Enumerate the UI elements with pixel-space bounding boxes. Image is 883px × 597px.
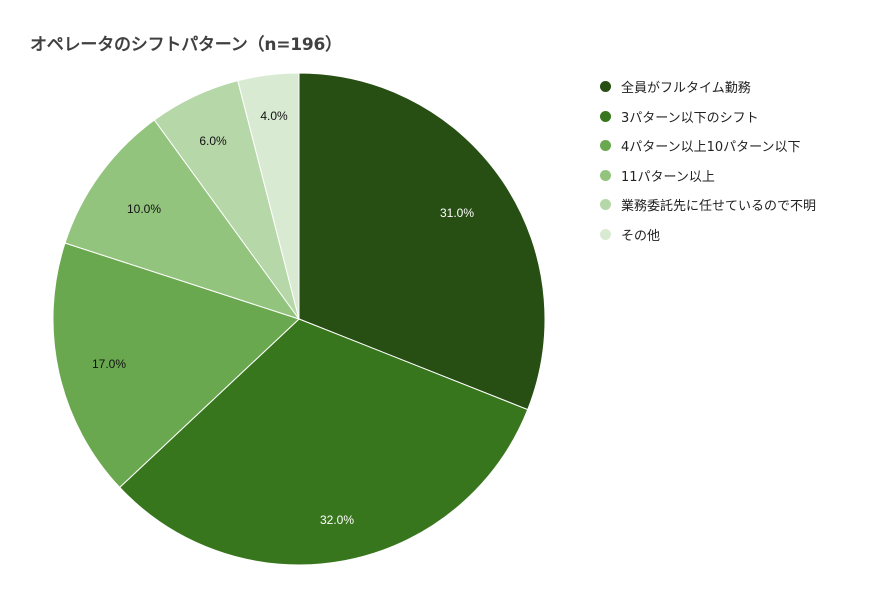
slice-label-fulltime: 31.0% bbox=[440, 206, 474, 220]
legend-item-4-to-10-patterns[interactable]: 4パターン以上10パターン以下 bbox=[600, 131, 816, 161]
legend-label: 業務委託先に任せているので不明 bbox=[621, 199, 817, 215]
legend-label: 全員がフルタイム勤務 bbox=[621, 81, 751, 97]
legend-dot-icon bbox=[600, 228, 611, 240]
pie-slice-3-patterns-or-less[interactable] bbox=[118, 318, 529, 566]
legend-dot-icon bbox=[600, 81, 611, 93]
legend-item-outsourced-unknown[interactable]: 業務委託先に任せているので不明 bbox=[600, 190, 816, 220]
pie-slice-4-to-10-patterns[interactable] bbox=[52, 242, 300, 489]
legend-dot-icon bbox=[600, 140, 611, 152]
legend-item-11-patterns-or-more[interactable]: 11パターン以上 bbox=[600, 161, 816, 191]
legend-label: 4パターン以上10パターン以下 bbox=[621, 140, 801, 156]
slice-label-4-to-10-patterns: 17.0% bbox=[92, 357, 126, 371]
legend-dot-icon bbox=[600, 199, 611, 211]
slice-label-other: 4.0% bbox=[260, 109, 288, 123]
pie-slice-fulltime[interactable] bbox=[298, 72, 546, 411]
legend-item-fulltime[interactable]: 全員がフルタイム勤務 bbox=[600, 72, 816, 102]
pie-slice-11-patterns-or-more[interactable] bbox=[64, 119, 301, 320]
chart-legend: 全員がフルタイム勤務 3パターン以下のシフト 4パターン以上10パターン以下 1… bbox=[600, 72, 816, 249]
legend-label: その他 bbox=[621, 228, 661, 244]
legend-label: 11パターン以上 bbox=[621, 169, 715, 185]
slice-label-11-patterns-or-more: 10.0% bbox=[127, 202, 161, 216]
legend-item-other[interactable]: その他 bbox=[600, 220, 816, 250]
slice-label-3-patterns-or-less: 32.0% bbox=[320, 513, 354, 527]
legend-label: 3パターン以下のシフト bbox=[621, 110, 759, 126]
chart-title: オペレータのシフトパターン（n=196） bbox=[30, 35, 342, 55]
legend-dot-icon bbox=[600, 110, 611, 122]
pie-slice-other[interactable] bbox=[237, 72, 300, 320]
legend-dot-icon bbox=[600, 169, 611, 181]
legend-item-3-patterns-or-less[interactable]: 3パターン以下のシフト bbox=[600, 102, 816, 132]
slice-label-outsourced-unknown: 6.0% bbox=[199, 134, 227, 148]
